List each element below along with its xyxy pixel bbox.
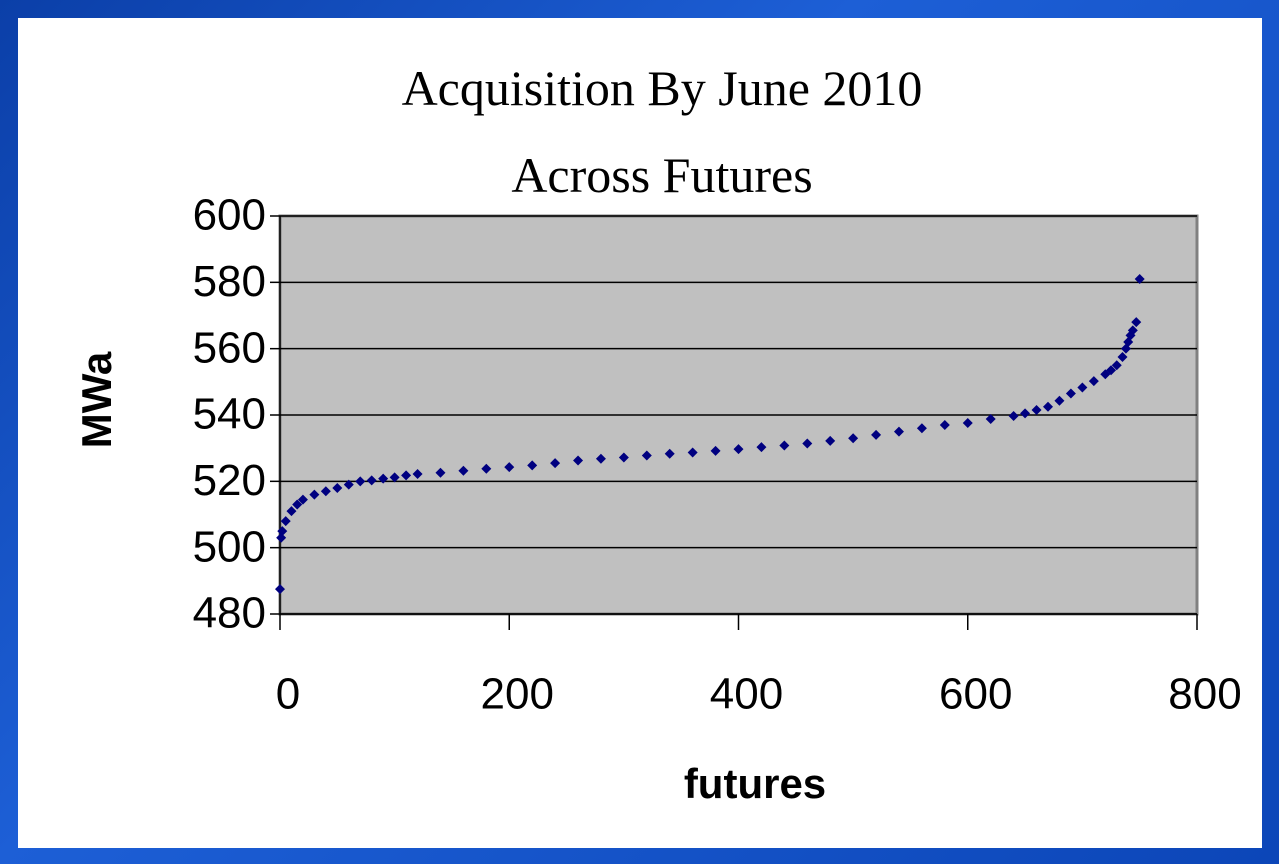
data-point bbox=[286, 506, 297, 517]
data-point bbox=[756, 442, 767, 453]
data-point bbox=[939, 419, 950, 430]
data-point bbox=[320, 486, 331, 497]
data-point bbox=[355, 476, 366, 487]
data-point bbox=[389, 472, 400, 483]
data-point bbox=[481, 463, 492, 474]
x-tick-label: 200 bbox=[481, 670, 554, 719]
y-tick-label: 500 bbox=[193, 522, 266, 571]
x-tick-label: 600 bbox=[939, 670, 1012, 719]
data-point bbox=[332, 482, 343, 493]
data-point bbox=[848, 433, 859, 444]
data-point bbox=[1042, 401, 1053, 412]
data-point bbox=[277, 526, 288, 537]
y-axis-title: MWa bbox=[73, 351, 120, 448]
y-tick-label: 480 bbox=[193, 589, 266, 638]
data-point bbox=[1031, 405, 1042, 416]
data-point bbox=[550, 458, 561, 469]
data-point bbox=[1054, 395, 1065, 406]
data-point bbox=[733, 444, 744, 455]
data-point bbox=[309, 489, 320, 500]
data-point bbox=[1008, 410, 1019, 421]
data-point bbox=[276, 532, 287, 543]
y-tick-label: 580 bbox=[193, 257, 266, 306]
data-point bbox=[641, 450, 652, 461]
chart-title: Acquisition By June 2010 bbox=[402, 60, 923, 116]
x-axis-title: futures bbox=[684, 760, 826, 807]
data-point bbox=[595, 453, 606, 464]
data-point bbox=[802, 438, 813, 449]
data-point bbox=[458, 465, 469, 476]
data-point bbox=[1127, 325, 1138, 336]
data-point bbox=[1077, 382, 1088, 393]
data-point bbox=[1111, 360, 1122, 371]
data-point bbox=[618, 452, 629, 463]
data-point bbox=[985, 413, 996, 424]
data-point bbox=[916, 423, 927, 434]
y-tick-label: 560 bbox=[193, 323, 266, 372]
data-point bbox=[275, 584, 285, 595]
data-point bbox=[710, 445, 721, 456]
data-point bbox=[280, 516, 291, 527]
data-point bbox=[527, 460, 538, 471]
x-tick-label: 0 bbox=[276, 670, 300, 719]
data-point bbox=[401, 470, 412, 481]
data-point bbox=[687, 447, 698, 458]
data-point bbox=[962, 417, 973, 428]
data-point bbox=[779, 440, 790, 451]
data-point bbox=[435, 467, 446, 478]
data-point bbox=[1088, 376, 1099, 387]
y-tick-label: 520 bbox=[193, 456, 266, 505]
data-point bbox=[1020, 408, 1031, 419]
x-tick-label: 400 bbox=[710, 670, 783, 719]
data-point bbox=[825, 435, 836, 446]
data-point bbox=[1065, 388, 1076, 399]
data-point bbox=[504, 462, 515, 473]
data-point bbox=[871, 429, 882, 440]
data-point bbox=[664, 448, 675, 459]
chart-subtitle: Across Futures bbox=[511, 147, 812, 203]
y-tick-label: 540 bbox=[193, 390, 266, 439]
x-tick-label: 800 bbox=[1168, 670, 1241, 719]
data-point bbox=[893, 426, 904, 437]
data-point bbox=[297, 494, 308, 505]
y-tick-label: 600 bbox=[193, 191, 266, 240]
data-point bbox=[366, 475, 377, 486]
data-point bbox=[1117, 351, 1128, 362]
data-point bbox=[412, 469, 423, 480]
data-point bbox=[343, 479, 354, 490]
data-point bbox=[1131, 317, 1142, 328]
data-point bbox=[573, 455, 584, 466]
data-point bbox=[378, 473, 389, 484]
data-point bbox=[1134, 274, 1145, 285]
data-point bbox=[1106, 365, 1117, 376]
data-point bbox=[292, 499, 303, 510]
